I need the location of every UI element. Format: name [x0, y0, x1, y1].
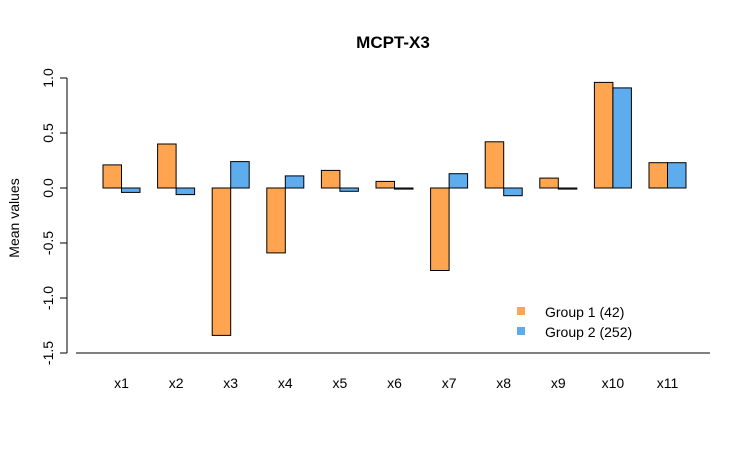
bar-x9-group-1 [539, 177, 559, 189]
x-tick-label: x11 [657, 375, 679, 391]
legend-label: Group 2 (252) [545, 324, 632, 340]
bar-x10-group-2 [612, 87, 632, 189]
bar-x9-group-2 [557, 187, 578, 190]
x-tick-label: x3 [223, 375, 238, 391]
x-tick-label: x9 [551, 375, 566, 391]
bar-x8-group-2 [503, 187, 523, 197]
bar-x10-group-1 [593, 81, 614, 189]
x-tick-label: x7 [442, 375, 457, 391]
x-tick-label: x10 [602, 375, 625, 391]
bar-x6-group-2 [394, 187, 414, 190]
x-tick-label: x2 [169, 375, 184, 391]
bar-x1-group-1 [102, 164, 122, 189]
y-tick-label: -0.5 [40, 231, 56, 255]
bar-x4-group-2 [284, 175, 305, 189]
legend-label: Group 1 (42) [545, 304, 624, 320]
x-tick-label: x4 [278, 375, 293, 391]
bar-x11-group-1 [648, 162, 668, 189]
bar-x1-group-2 [121, 187, 141, 193]
bar-x5-group-1 [320, 169, 341, 189]
bars-group [102, 81, 687, 336]
y-tick-label: 0.0 [40, 178, 56, 198]
x-tick-label: x1 [114, 375, 129, 391]
y-axis: -1.5 -1.0 -0.5 0.0 0.5 1.0 [40, 68, 68, 365]
bar-x5-group-2 [339, 187, 359, 192]
y-tick-label: 1.0 [40, 68, 56, 88]
y-tick-label: -1.0 [40, 286, 56, 310]
bar-x6-group-1 [375, 180, 395, 189]
x-tick-labels: x1 x2 x3 x4 x5 x6 x7 x8 x9 x10 x11 [114, 375, 678, 391]
bar-x7-group-1 [430, 187, 450, 271]
bar-x7-group-2 [448, 173, 469, 189]
bar-x2-group-1 [157, 143, 177, 189]
x-tick-label: x6 [387, 375, 402, 391]
x-tick-label: x8 [496, 375, 511, 391]
legend-swatch [517, 307, 525, 315]
y-tick-label: 0.5 [40, 123, 56, 143]
bar-x8-group-1 [484, 141, 505, 189]
legend: Group 1 (42) Group 2 (252) [517, 304, 632, 340]
bar-x4-group-1 [266, 187, 286, 254]
y-axis-label: Mean values [6, 178, 22, 257]
chart-title: MCPT-X3 [356, 33, 430, 52]
y-tick-label: -1.5 [40, 341, 56, 365]
bar-x3-group-2 [230, 161, 250, 189]
legend-swatch [517, 327, 525, 335]
bar-x11-group-2 [667, 162, 687, 189]
bar-x2-group-2 [175, 187, 196, 196]
x-tick-label: x5 [333, 375, 348, 391]
bar-x3-group-1 [211, 187, 232, 336]
